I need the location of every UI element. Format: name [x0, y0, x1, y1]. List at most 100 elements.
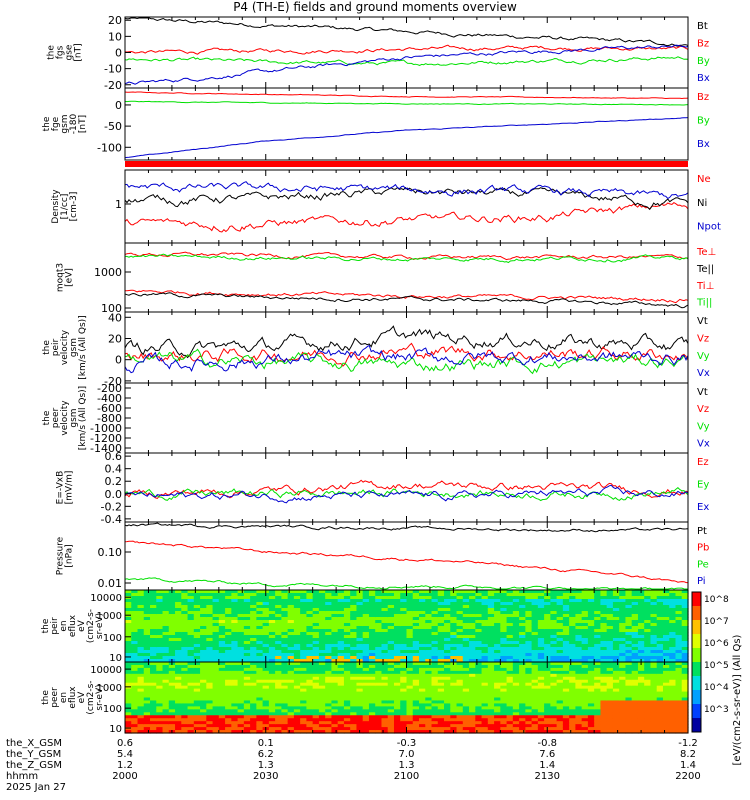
ylabel-efield-0: E=-VxB: [56, 471, 66, 505]
ytick-peer_en-2: 100: [103, 704, 122, 715]
colorbar-band-1: [692, 606, 701, 621]
xaxis-row-label-0: the_X_GSM: [6, 738, 62, 749]
panel-frame-fgs_gse: [124, 16, 689, 89]
legend-fge_gsm-1: By: [697, 116, 710, 127]
legend-efield-0: Ez: [697, 457, 709, 468]
series-density-7: [124, 201, 689, 233]
ytick-peir_en-1: 1000: [97, 611, 122, 622]
ytick-fgs_gse-2: 0: [115, 47, 122, 60]
flag-bar: [125, 161, 688, 167]
legend-pressure-1: Pb: [697, 543, 709, 554]
ylabel-peer_vel-4: [km/s (All Qs)]: [78, 386, 88, 450]
ytick-fgs_gse-4: -20: [104, 79, 122, 92]
ylabel-fge_gsm-2: gsm: [60, 114, 70, 133]
ylabel-density-0: Density: [51, 189, 61, 224]
series-efield-19: [124, 487, 689, 502]
ylabel-pressure-1: [nPa]: [65, 544, 75, 567]
ytick-fgs_gse-0: 20: [108, 14, 122, 27]
ylabel-peer_en-2: en: [59, 692, 69, 703]
legend-density-1: Ni: [697, 198, 707, 209]
ytick-fge_gsm-0: 0: [115, 99, 122, 112]
series-fgs_gse-1: [124, 44, 689, 55]
colorbar-tick-2: 10^6: [704, 639, 729, 649]
legend-peir_vel-0: Vt: [697, 316, 708, 327]
colorbar-tick-1: 10^7: [704, 617, 729, 627]
ylabel-pressure-0: Pressure: [56, 536, 66, 575]
xaxis-value-2-1: 1.3: [258, 760, 274, 771]
series-fgs_gse-0: [124, 17, 689, 47]
colorbar-band-8: [692, 704, 701, 719]
ylabel-density-1: [1/cc]: [60, 194, 70, 220]
ytick-fge_gsm-1: -50: [104, 120, 122, 133]
ytick-efield-4: -0.2: [101, 500, 122, 513]
series-temp-13: [124, 253, 689, 264]
ylabel-temp-0: moqt3: [56, 263, 66, 292]
legend-peer_vel-1: Vz: [697, 404, 709, 415]
legend-peer_vel-2: Vy: [697, 421, 710, 432]
legend-fge_gsm-2: Bx: [697, 139, 710, 150]
ylabel-peer_en-0: the: [41, 690, 51, 705]
ytick-peer_en-3: 10: [109, 724, 122, 735]
ylabel-peir_en-5: (cm2-s-: [86, 609, 96, 643]
ylabel-peir_vel-0: the: [42, 340, 52, 355]
chart-title: P4 (TH-E) fields and ground moments over…: [233, 0, 517, 14]
xaxis-value-0-4: -1.2: [678, 738, 698, 749]
ylabel-peir_vel-4: [km/s (All Qs)]: [78, 315, 88, 379]
ytick-efield-2: 0.2: [105, 475, 123, 488]
series-peir_vel-17: [124, 344, 689, 374]
colorbar-band-2: [692, 620, 701, 635]
legend-fgs_gse-3: Bx: [697, 73, 710, 84]
legend-peir_vel-1: Vz: [697, 333, 709, 344]
legend-density-2: Npot: [697, 222, 721, 233]
ylabel-peir_en-3: eflux: [68, 614, 78, 637]
ytick-peer_vel-4: -1000: [90, 422, 122, 435]
xaxis-value-1-1: 6.2: [258, 749, 274, 760]
ylabel-peer_en-1: peer: [50, 687, 60, 708]
legend-fgs_gse-0: Bt: [697, 21, 708, 32]
colorbar-band-0: [692, 592, 701, 607]
ytick-peer_vel-2: -600: [97, 402, 122, 415]
ylabel-fgs_gse-2: gse: [65, 44, 75, 60]
xaxis-row-label-2: the_Z_GSM: [6, 760, 62, 771]
colorbar-tick-4: 10^4: [704, 683, 729, 693]
ytick-peir_vel-1: 20: [108, 332, 122, 345]
xaxis-value-2-2: 1.3: [399, 760, 415, 771]
legend-fgs_gse-2: By: [697, 56, 710, 67]
ytick-pressure-0: 0.10: [98, 546, 123, 559]
ylabel-peer_vel-3: gsm: [69, 408, 79, 427]
ylabel-density-2: [cm-3]: [69, 192, 79, 222]
ylabel-peer_en-6: sr-eV): [95, 684, 105, 710]
series-density-8: [124, 186, 689, 211]
ytick-peir_vel-3: -20: [104, 375, 122, 388]
colorbar-tick-5: 10^3: [704, 705, 729, 715]
legend-peir_vel-2: Vy: [697, 351, 710, 362]
ylabel-peir_en-4: eV: [77, 619, 87, 632]
colorbar-band-5: [692, 662, 701, 677]
legend-peer_vel-3: Vx: [697, 438, 710, 449]
xaxis-value-3-4: 2200: [675, 771, 700, 782]
ytick-fge_gsm-2: -100: [97, 141, 122, 154]
ytick-peir_en-2: 100: [103, 633, 122, 644]
ytick-peir_vel-2: 0: [115, 354, 122, 367]
xaxis-value-2-3: 1.4: [539, 760, 555, 771]
series-temp-11: [124, 292, 689, 309]
ylabel-peir_vel-2: velocity: [60, 329, 70, 365]
legend-temp-2: Ti⊥: [696, 281, 714, 292]
legend-pressure-3: Pi: [697, 576, 706, 587]
ytick-peer_en-1: 1000: [97, 683, 122, 694]
legend-temp-3: Ti||: [696, 298, 712, 309]
colorbar-band-3: [692, 634, 701, 649]
xaxis-value-0-1: 0.1: [258, 738, 274, 749]
ytick-density-0: 1: [115, 198, 122, 211]
xaxis-value-0-3: -0.8: [537, 738, 557, 749]
ylabel-fge_gsm-4: [nT]: [78, 115, 88, 133]
ylabel-peir_en-0: the: [41, 618, 51, 633]
ytick-temp-1: 100: [101, 302, 122, 315]
ytick-peer_vel-3: -800: [97, 412, 122, 425]
ylabel-peir_vel-3: gsm: [69, 338, 79, 357]
ytick-efield-1: 0.4: [105, 463, 123, 476]
panel-frame-peer_vel: [124, 382, 689, 454]
series-efield-18: [124, 479, 689, 499]
xaxis-value-1-4: 8.2: [680, 749, 696, 760]
ylabel-fgs_gse-0: the: [47, 45, 57, 60]
